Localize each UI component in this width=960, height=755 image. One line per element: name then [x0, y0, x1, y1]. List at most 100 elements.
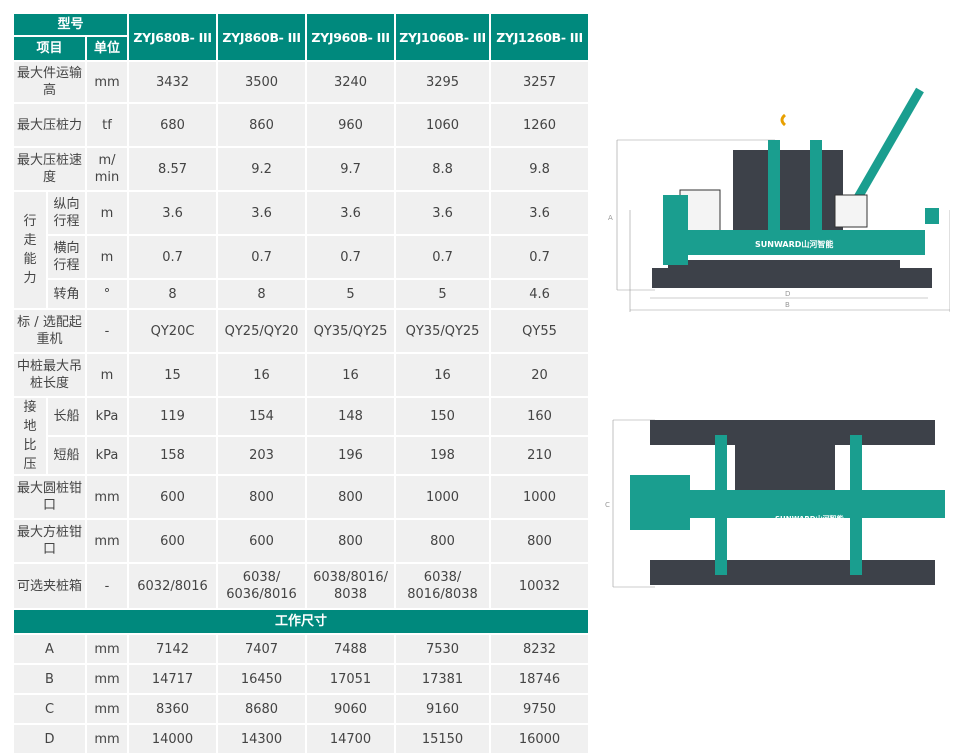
model-col: ZYJ1260B- III: [489, 12, 591, 62]
value-cell: 0.7: [305, 234, 397, 280]
value-cell: 9160: [394, 693, 492, 725]
value-cell: 3.6: [489, 190, 591, 236]
value-cell: QY25/QY20: [216, 308, 308, 354]
unit-cell: mm: [84, 693, 130, 725]
value-cell: 0.7: [216, 234, 308, 280]
unit-cell: m: [84, 190, 130, 236]
value-cell: 9.8: [489, 146, 591, 192]
table-row: 最大压桩速度 m/ min 8.57 9.2 9.7 8.8 9.8: [12, 146, 591, 192]
value-cell: 600: [127, 474, 219, 520]
unit-cell: mm: [84, 474, 130, 520]
value-cell: 800: [305, 518, 397, 564]
unit-cell: mm: [84, 663, 130, 695]
table-row: 可选夹桩箱 -6032/8016 6038/ 6036/8016 6038/8016/…: [12, 562, 591, 610]
value-cell: 9060: [305, 693, 397, 725]
unit-cell: mm: [84, 60, 130, 104]
item-cell: D: [12, 723, 87, 755]
value-cell: 16000: [489, 723, 591, 755]
value-cell: 8: [127, 278, 219, 310]
unit-header: 单位: [84, 35, 130, 62]
item-cell: C: [12, 693, 87, 725]
item-cell: 标 / 选配起重机: [12, 308, 87, 354]
value-cell: 4.6: [489, 278, 591, 310]
value-cell: 7407: [216, 633, 308, 665]
unit-cell: -: [84, 562, 130, 610]
value-cell: 3.6: [394, 190, 492, 236]
group-cell: 行走能力: [12, 190, 48, 310]
value-cell: 1000: [489, 474, 591, 520]
group-cell: 接地比压: [12, 396, 48, 476]
table-row: 短船 kPa 158 203 196 198 210: [13, 435, 591, 476]
value-cell: 150: [394, 396, 492, 437]
value-cell: 14300: [216, 723, 308, 755]
value-cell: 3257: [489, 60, 591, 104]
unit-cell: m: [84, 352, 130, 398]
value-cell: 160: [489, 396, 591, 437]
value-cell: 196: [305, 435, 397, 476]
table-row: 标 / 选配起重机 - QY20C QY25/QY20 QY35/QY25 QY35/QY…: [12, 308, 591, 354]
table-row: 行走能力 纵向行程 m 3.6 3.6 3.6 3.6 3.6: [12, 190, 591, 310]
value-cell: 6038/8016/ 8038: [305, 562, 397, 610]
unit-cell: -: [84, 308, 130, 354]
value-cell: 198: [394, 435, 492, 476]
value-cell: 3.6: [216, 190, 308, 236]
item-cell: 长船: [46, 396, 87, 437]
table-row: 横向行程 m 0.7 0.7 0.7 0.7 0.7: [13, 234, 591, 280]
value-cell: 3240: [305, 60, 397, 104]
value-cell: 10032: [489, 562, 591, 610]
item-cell: 最大压桩力: [12, 102, 87, 148]
value-cell: 6038/ 8016/8038: [394, 562, 492, 610]
item-cell: 最大方桩钳口: [12, 518, 87, 564]
unit-cell: °: [84, 278, 130, 310]
model-col: ZYJ960B- III: [305, 12, 397, 62]
item-cell: 中桩最大吊桩长度: [12, 352, 87, 398]
table-row: 最大压桩力 tf 680 860 960 1060 1260: [12, 102, 591, 148]
dim-label-c: C: [605, 501, 610, 509]
value-cell: 800: [216, 474, 308, 520]
value-cell: 600: [127, 518, 219, 564]
value-cell: 0.7: [489, 234, 591, 280]
value-cell: 800: [394, 518, 492, 564]
table-row: 最大圆桩钳口 mm 600 800 800 1000 1000: [12, 474, 591, 520]
value-cell: 20: [489, 352, 591, 398]
value-cell: 3432: [127, 60, 219, 104]
value-cell: 154: [216, 396, 308, 437]
value-cell: 9.7: [305, 146, 397, 192]
value-cell: 0.7: [127, 234, 219, 280]
value-cell: 3500: [216, 60, 308, 104]
value-cell: 16: [305, 352, 397, 398]
value-cell: 1260: [489, 102, 591, 148]
model-col: ZYJ1060B- III: [394, 12, 492, 62]
value-cell: 0.7: [394, 234, 492, 280]
unit-cell: m/ min: [84, 146, 130, 192]
value-cell: 8: [216, 278, 308, 310]
brand-logo: SUNWARD山河智能: [755, 239, 833, 249]
item-cell: 横向行程: [46, 234, 87, 280]
model-header: 型号: [11, 12, 130, 37]
item-header: 项目: [12, 35, 87, 62]
value-cell: 960: [305, 102, 397, 148]
dim-label-a: A: [608, 214, 613, 222]
value-cell: 800: [489, 518, 591, 564]
unit-cell: m: [84, 234, 130, 280]
item-cell: 最大件运输高: [12, 60, 87, 104]
table-row: 最大方桩钳口 mm 600 600 800 800 800: [12, 518, 591, 564]
item-cell: 最大压桩速度: [12, 146, 87, 192]
item-cell: A: [12, 633, 87, 665]
unit-cell: mm: [84, 633, 130, 665]
value-cell: 16: [216, 352, 308, 398]
value-cell: 7488: [305, 633, 397, 665]
value-cell: 6032/8016: [127, 562, 219, 610]
value-cell: 17051: [305, 663, 397, 695]
table-row: 转角 ° 8 8 5 5 4.6: [13, 278, 591, 310]
item-cell: 纵向行程: [46, 190, 87, 236]
value-cell: 14700: [305, 723, 397, 755]
value-cell: 3295: [394, 60, 492, 104]
value-cell: 1000: [394, 474, 492, 520]
value-cell: 210: [489, 435, 591, 476]
value-cell: 9750: [489, 693, 591, 725]
value-cell: 5: [305, 278, 397, 310]
